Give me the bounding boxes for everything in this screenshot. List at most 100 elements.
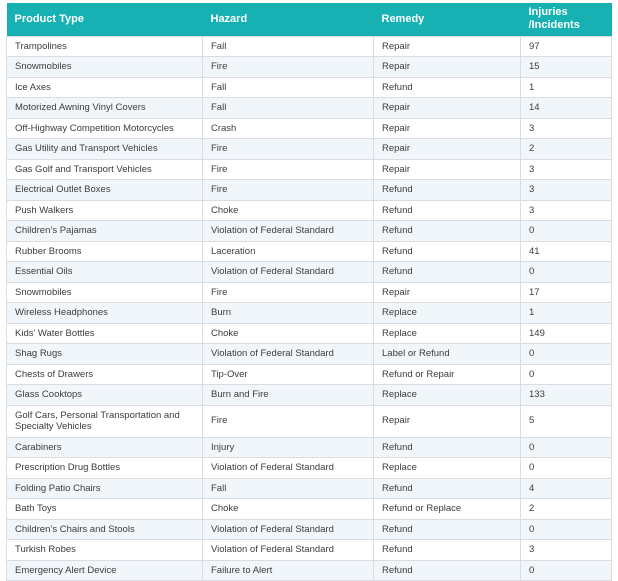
- table-cell: Refund: [373, 559, 521, 581]
- table-cell: 133: [520, 384, 612, 406]
- table-cell: Fall: [202, 477, 374, 499]
- table-cell: Tip-Over: [202, 363, 374, 385]
- table-cell: 17: [520, 281, 612, 303]
- table-cell: Choke: [202, 322, 374, 344]
- table-cell: Snowmobiles: [6, 281, 203, 303]
- table-cell: Motorized Awning Vinyl Covers: [6, 97, 203, 119]
- table-cell: Fall: [202, 35, 374, 57]
- table-row: Gas Golf and Transport Vehicles Fire Repai…: [6, 158, 612, 180]
- table-cell: Golf Cars, Personal Transportation and S…: [6, 404, 203, 438]
- table-cell: Push Walkers: [6, 199, 203, 221]
- table-cell: Fire: [202, 404, 374, 438]
- table-cell: Replace: [373, 457, 521, 479]
- table-cell: 0: [520, 518, 612, 540]
- table-cell: 0: [520, 559, 612, 581]
- table-cell: 149: [520, 322, 612, 344]
- table-cell: Essential Oils: [6, 261, 203, 283]
- table-cell: Violation of Federal Standard: [202, 539, 374, 561]
- table-row: Children’s Pajamas Violation of Federal S…: [6, 220, 612, 242]
- table-cell: Burn: [202, 302, 374, 324]
- table-cell: Glass Cooktops: [6, 384, 203, 406]
- table-cell: 97: [520, 35, 612, 57]
- table-cell: Refund: [373, 261, 521, 283]
- table-cell: 3: [520, 117, 612, 139]
- table-cell: Fall: [202, 97, 374, 119]
- table-row: Bath Toys Choke Refund or Replace 2: [6, 498, 612, 520]
- table-cell: Refund: [373, 477, 521, 499]
- table-cell: Repair: [373, 404, 521, 438]
- table-cell: Fire: [202, 56, 374, 78]
- table-cell: Children’s Chairs and Stools: [6, 518, 203, 540]
- table-cell: Turkish Robes: [6, 539, 203, 561]
- table-cell: Chests of Drawers: [6, 363, 203, 385]
- table-cell: Repair: [373, 158, 521, 180]
- column-header-remedy: Remedy: [373, 3, 521, 36]
- table-cell: Emergency Alert Device: [6, 559, 203, 581]
- table-cell: Gas Utility and Transport Vehicles: [6, 138, 203, 160]
- table-row: Essential Oils Violation of Federal Stand…: [6, 261, 612, 283]
- table-cell: Refund: [373, 539, 521, 561]
- table-cell: 1: [520, 76, 612, 98]
- table-cell: 3: [520, 158, 612, 180]
- table-row: Emergency Alert Device Failure to Alert Re…: [6, 559, 612, 581]
- table-row: Ice Axes Fall Refund 1: [6, 76, 612, 98]
- table-cell: Repair: [373, 56, 521, 78]
- table-cell: 14: [520, 97, 612, 119]
- table-cell: Prescription Drug Bottles: [6, 457, 203, 479]
- table-cell: Refund: [373, 220, 521, 242]
- table-cell: Snowmobiles: [6, 56, 203, 78]
- table-cell: 2: [520, 498, 612, 520]
- table-row: Prescription Drug Bottles Violation of Fe…: [6, 457, 612, 479]
- table-row: Carabiners Injury Refund 0: [6, 436, 612, 458]
- table-cell: 5: [520, 404, 612, 438]
- table-cell: Folding Patio Chairs: [6, 477, 203, 499]
- table-cell: 3: [520, 199, 612, 221]
- table-cell: Replace: [373, 384, 521, 406]
- table-cell: 2: [520, 138, 612, 160]
- table-cell: Injury: [202, 436, 374, 458]
- table-cell: Repair: [373, 281, 521, 303]
- table-row: Motorized Awning Vinyl Covers Fall Repair 1…: [6, 97, 612, 119]
- table-cell: Wireless Headphones: [6, 302, 203, 324]
- table-cell: Bath Toys: [6, 498, 203, 520]
- table-row: Electrical Outlet Boxes Fire Refund 3: [6, 179, 612, 201]
- table-cell: Ice Axes: [6, 76, 203, 98]
- table-row: Gas Utility and Transport Vehicles Fire Re…: [6, 138, 612, 160]
- table-row: Snowmobiles Fire Repair 17: [6, 281, 612, 303]
- table-cell: Gas Golf and Transport Vehicles: [6, 158, 203, 180]
- column-header-product-type: Product Type: [6, 3, 203, 36]
- table-row: Trampolines Fall Repair 97: [6, 35, 612, 57]
- table-cell: Burn and Fire: [202, 384, 374, 406]
- recall-table-container: Product Type Hazard Remedy Injuries /Incide…: [6, 3, 612, 581]
- column-header-injuries-incidents: Injuries /Incidents: [520, 3, 612, 36]
- table-cell: 0: [520, 261, 612, 283]
- table-row: Children’s Chairs and Stools Violation of…: [6, 518, 612, 540]
- table-cell: Refund: [373, 436, 521, 458]
- table-cell: Shag Rugs: [6, 343, 203, 365]
- table-cell: Violation of Federal Standard: [202, 261, 374, 283]
- table-row: Snowmobiles Fire Repair 15: [6, 56, 612, 78]
- table-cell: 0: [520, 220, 612, 242]
- table-cell: Replace: [373, 302, 521, 324]
- header-row: Product Type Hazard Remedy Injuries /Incide…: [6, 3, 612, 36]
- table-cell: Fire: [202, 138, 374, 160]
- table-cell: Refund: [373, 76, 521, 98]
- table-row: Folding Patio Chairs Fall Refund 4: [6, 477, 612, 499]
- table-header: Product Type Hazard Remedy Injuries /Incide…: [6, 3, 612, 36]
- table-row: Wireless Headphones Burn Replace 1: [6, 302, 612, 324]
- table-cell: Repair: [373, 97, 521, 119]
- table-cell: Carabiners: [6, 436, 203, 458]
- table-cell: Refund: [373, 518, 521, 540]
- table-row: Golf Cars, Personal Transportation and S…: [6, 404, 612, 438]
- table-row: Turkish Robes Violation of Federal Standa…: [6, 539, 612, 561]
- table-cell: Children’s Pajamas: [6, 220, 203, 242]
- table-cell: Refund or Replace: [373, 498, 521, 520]
- table-row: Push Walkers Choke Refund 3: [6, 199, 612, 221]
- table-row: Shag Rugs Violation of Federal Standard La…: [6, 343, 612, 365]
- table-row: Glass Cooktops Burn and Fire Replace 133: [6, 384, 612, 406]
- table-cell: Violation of Federal Standard: [202, 343, 374, 365]
- table-cell: Crash: [202, 117, 374, 139]
- table-cell: Refund or Repair: [373, 363, 521, 385]
- table-cell: 0: [520, 436, 612, 458]
- table-cell: Violation of Federal Standard: [202, 220, 374, 242]
